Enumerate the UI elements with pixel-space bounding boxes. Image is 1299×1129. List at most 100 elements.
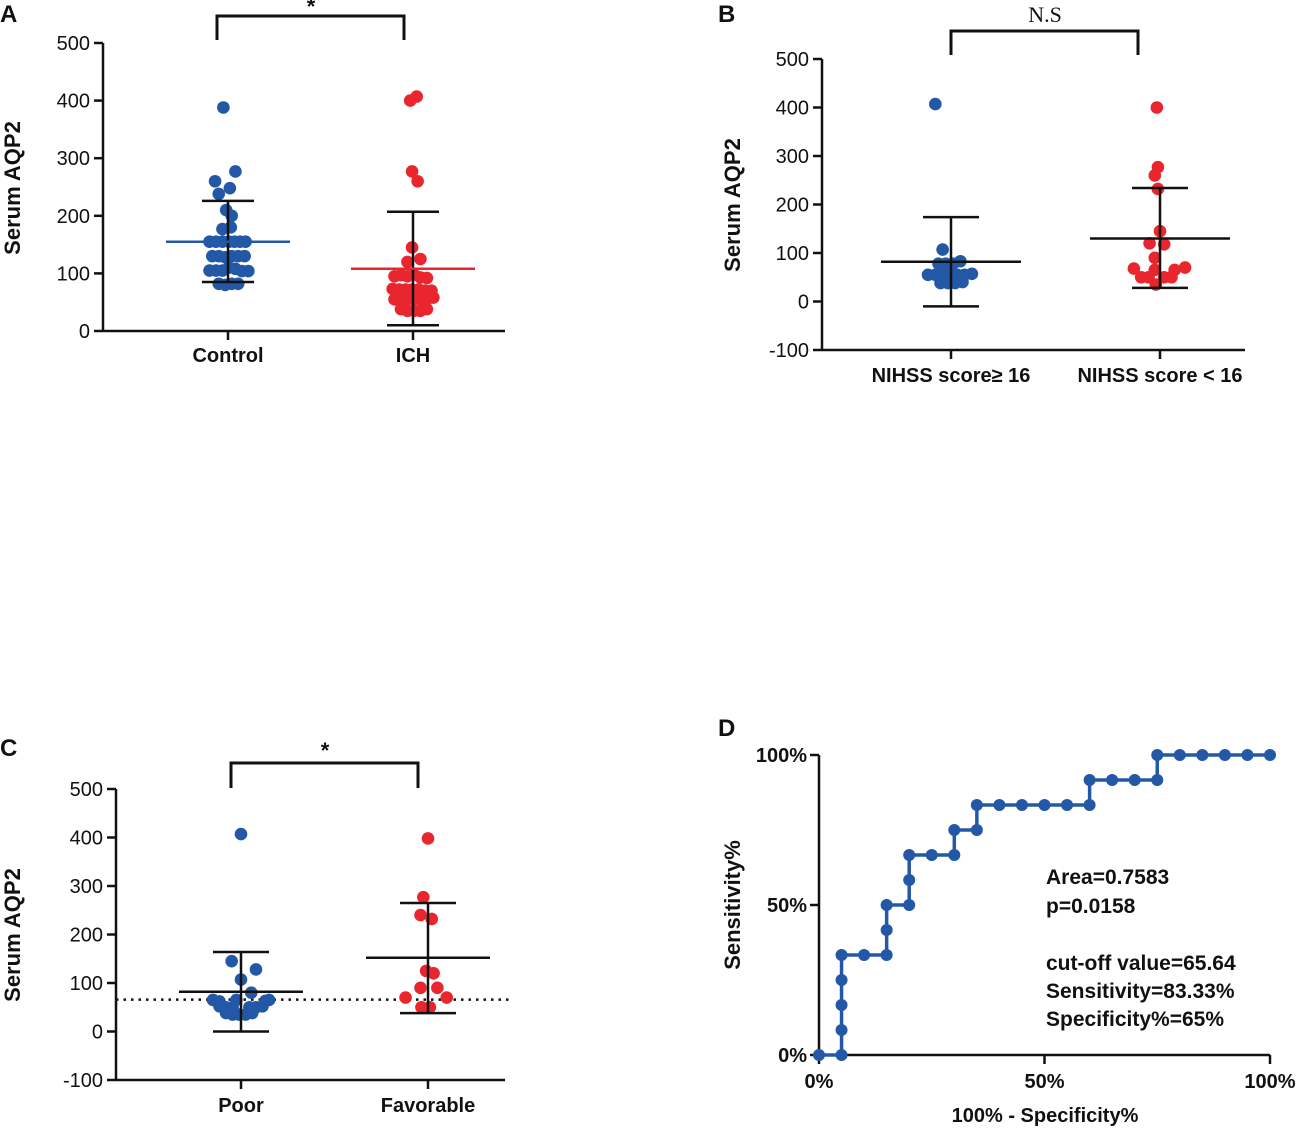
x-tick-label: 50% [1024, 1071, 1064, 1093]
data-point [423, 1000, 437, 1014]
data-point [440, 991, 454, 1004]
roc-point [1151, 773, 1164, 786]
roc-point [948, 848, 961, 861]
panel-c-ylabel: Serum AQP2 [0, 868, 25, 1002]
panel-c-category-favorable: Favorable [381, 1095, 475, 1117]
data-point [399, 991, 412, 1004]
roc-point [1106, 773, 1119, 786]
data-point [238, 249, 251, 263]
panel-c-marks [179, 827, 490, 1033]
roc-point [880, 899, 893, 911]
data-point [1127, 262, 1141, 275]
data-point [1150, 101, 1164, 114]
panel-b-category-low: NIHSS score < 16 [1077, 365, 1242, 387]
panel-label-d: D [718, 715, 735, 742]
data-point [420, 271, 434, 285]
roc-annotation-cutoff: cut-off value=65.64 [1046, 952, 1236, 975]
data-point [410, 90, 424, 103]
y-tick-label: 0 [798, 292, 809, 314]
panel-d-axes: 0% 0% 50% 50% 100% 100% [756, 745, 1296, 1093]
y-tick-label: 400 [57, 91, 90, 113]
data-point [411, 174, 424, 188]
roc-point [903, 848, 916, 861]
roc-point [970, 824, 983, 836]
data-point [212, 187, 226, 201]
roc-point [970, 799, 983, 812]
panel-c: C Serum AQP2 -100 0 100 200 300 400 500 Poor F… [0, 735, 509, 1117]
y-tick-label: 300 [776, 146, 809, 168]
panel-c-sig-bracket [229, 761, 420, 788]
data-point [224, 221, 238, 234]
data-point [401, 255, 414, 269]
panel-b-sig-marker: N.S [1028, 2, 1062, 27]
y-tick-label: 400 [70, 828, 103, 850]
y-tick-label: 100% [756, 745, 807, 767]
roc-point [835, 998, 848, 1011]
panel-b-category-high: NIHSS score≥ 16 [872, 365, 1031, 387]
roc-point [835, 1049, 848, 1061]
data-point [223, 181, 237, 195]
roc-point [993, 799, 1006, 812]
data-point [1165, 270, 1178, 284]
panel-a-category-ich: ICH [396, 345, 430, 367]
data-point [229, 165, 242, 178]
panel-a: A Serum AQP2 0 100 200 300 400 500 Control IC… [0, 0, 505, 367]
panel-c-sig-marker: * [321, 738, 330, 763]
data-point [427, 291, 440, 304]
data-point [245, 1006, 259, 1020]
roc-annotation-p: p=0.0158 [1046, 895, 1136, 918]
y-tick-label: 500 [70, 779, 103, 801]
panel-c-axes: -100 0 100 200 300 400 500 [63, 779, 509, 1092]
panel-a-sig-bracket [215, 14, 406, 40]
data-point [256, 999, 269, 1013]
roc-point [1038, 799, 1051, 812]
data-point [242, 264, 255, 278]
roc-point [1083, 799, 1096, 812]
y-tick-label: 200 [776, 195, 809, 217]
data-point [217, 101, 230, 114]
roc-point [925, 848, 938, 861]
panel-label-c: C [0, 735, 17, 762]
roc-point [1218, 749, 1231, 761]
data-point [421, 832, 435, 845]
data-point [420, 302, 434, 316]
y-tick-label: 100 [70, 973, 103, 995]
data-point [405, 165, 419, 178]
roc-annotation-sensitivity: Sensitivity=83.33% [1046, 980, 1235, 1003]
panel-c-category-poor: Poor [218, 1095, 264, 1117]
y-tick-label: 500 [776, 49, 809, 71]
y-tick-label: 400 [776, 98, 809, 120]
roc-point [813, 1049, 825, 1061]
roc-point [903, 874, 916, 887]
roc-point [1241, 749, 1254, 761]
data-point [929, 97, 942, 111]
y-tick-label: 500 [57, 33, 90, 55]
data-point [417, 890, 430, 904]
panel-b-marks [881, 97, 1230, 308]
roc-point [1015, 799, 1028, 812]
roc-point [1151, 749, 1164, 761]
y-tick-label: 100 [57, 263, 90, 285]
roc-point [948, 824, 961, 836]
panel-b-ylabel: Serum AQP2 [720, 138, 745, 272]
panel-d: D Sensitivity% 100% - Specificity% 0% 0% 5… [718, 715, 1296, 1127]
roc-point [880, 923, 893, 936]
y-tick-label: 0 [92, 1022, 103, 1044]
data-point [1148, 169, 1162, 182]
roc-point [1196, 749, 1209, 761]
roc-annotation-area: Area=0.7583 [1046, 866, 1169, 889]
panel-b-sig-bracket [949, 29, 1140, 55]
roc-point [1083, 773, 1096, 786]
roc-annotation-specificity: Specificity%=65% [1046, 1008, 1224, 1031]
panel-a-marks [166, 90, 475, 327]
x-tick-label: 100% [1244, 1071, 1295, 1093]
data-point [1143, 237, 1156, 250]
y-tick-label: 200 [70, 925, 103, 947]
data-point [234, 827, 248, 841]
y-tick-label: 100 [776, 243, 809, 265]
panel-b: B Serum AQP2 -100 0 100 200 300 400 500 NIHSS … [718, 1, 1245, 387]
y-tick-label: 300 [57, 148, 90, 170]
roc-point [1061, 799, 1074, 812]
data-point [414, 981, 427, 995]
